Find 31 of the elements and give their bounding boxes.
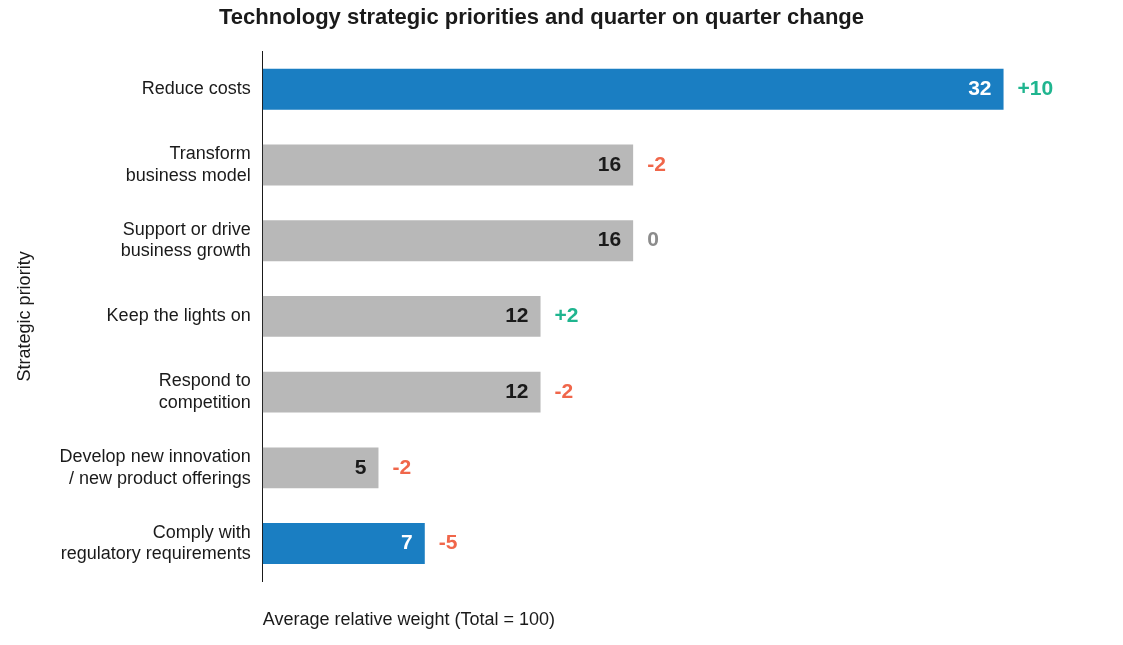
data-label: 5 [354,454,367,478]
y-tick-label: Support or drive business growth [120,218,251,261]
bar [262,447,379,489]
bar [262,295,541,337]
bar [262,144,634,186]
annotation: 0 [647,227,659,251]
data-label: 16 [597,227,622,251]
data-label: 7 [401,530,413,554]
x-axis-title: Average relative weight (Total = 100) [262,609,556,630]
annotation: -5 [438,530,458,554]
bar [262,523,425,564]
y-tick-label: Reduce costs [141,78,251,99]
y-tick-label: Develop new innovation / new product offerings [59,446,251,488]
y-tick-label: Respond to competition [158,370,251,412]
bar [262,68,1004,110]
annotation: -2 [554,378,574,402]
data-label: 16 [597,151,622,175]
y-tick-label: Transform business model [125,143,251,185]
annotation: -2 [647,151,666,175]
data-label: 32 [968,76,992,100]
data-label: 12 [505,303,529,327]
annotation: +2 [554,303,579,327]
y-tick-label: Keep the lights on [106,305,251,326]
bar [262,371,541,413]
bar [262,220,634,262]
chart-title: Technology strategic priorities and quarter on quarter change [218,4,865,30]
y-axis-title: Strategic priority [13,251,34,382]
y-tick-label: Comply with regulatory requirements [60,521,251,564]
annotation: +10 [1017,76,1054,100]
annotation: -2 [392,454,412,478]
data-label: 12 [505,378,529,402]
